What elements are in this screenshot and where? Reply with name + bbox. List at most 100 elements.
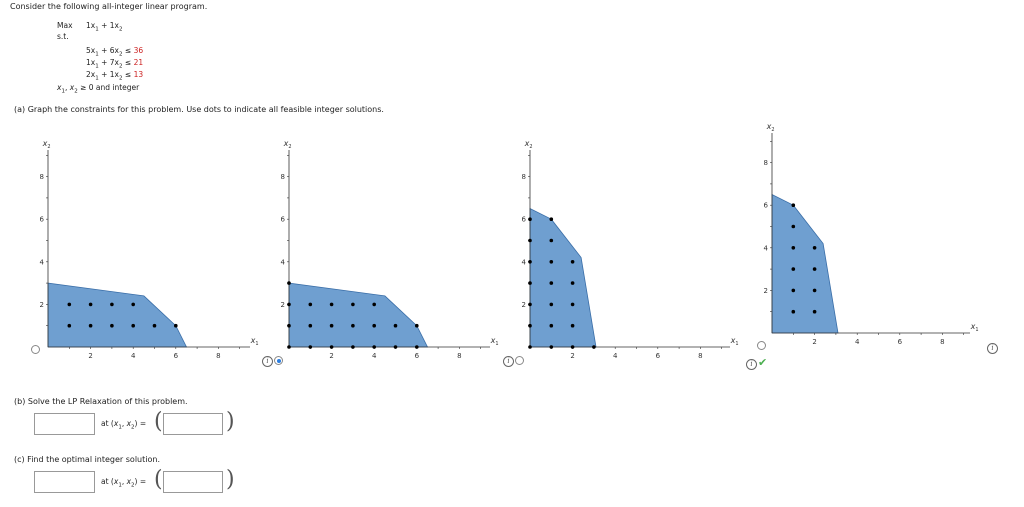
integer-point: [110, 323, 114, 328]
intro-text: Consider the following all-integer linea…: [10, 2, 208, 11]
integer-objective-input[interactable]: [34, 471, 95, 493]
info-icon[interactable]: i: [503, 356, 514, 367]
integer-point: [791, 309, 796, 314]
x-axis-label-sub: 1: [495, 341, 498, 347]
integer-point: [110, 302, 114, 307]
y-tick-label: 6: [764, 202, 769, 210]
integer-point: [549, 323, 554, 328]
y-axis-label: x: [283, 139, 289, 148]
integer-point: [812, 246, 817, 250]
x-tick-label: 8: [216, 352, 220, 360]
objective: 1x1 + 1x2: [86, 21, 123, 33]
radio-graph-2[interactable]: [274, 356, 283, 365]
info-icon[interactable]: i: [262, 356, 273, 367]
radio-graph-4[interactable]: [757, 341, 766, 350]
integer-point: [528, 260, 532, 264]
integer-point: [415, 345, 419, 349]
max-label: Max: [57, 21, 73, 30]
integer-point: [67, 323, 72, 328]
x-tick-label: 4: [855, 338, 860, 346]
y-axis-label: x: [524, 139, 530, 148]
y-tick-label: 8: [522, 173, 526, 181]
integer-point: [812, 288, 817, 293]
integer-point: [329, 302, 334, 307]
y-axis-label-sub: 2: [529, 144, 532, 150]
integer-point: [549, 217, 554, 221]
integer-point: [791, 246, 796, 250]
integer-point: [393, 345, 398, 349]
integer-point: [287, 302, 291, 307]
y-tick-label: 2: [40, 301, 44, 309]
integer-point: [549, 345, 554, 349]
integer-point: [372, 302, 377, 307]
part-c-label: (c) Find the optimal integer solution.: [14, 455, 160, 464]
integer-point: [528, 217, 532, 221]
integer-point: [308, 323, 313, 328]
lp-objective-input[interactable]: [34, 413, 95, 435]
integer-point: [528, 323, 532, 328]
right-paren: ): [226, 467, 235, 492]
integer-point: [528, 238, 532, 243]
x-tick-label: 8: [457, 352, 461, 360]
integer-point: [308, 302, 313, 307]
integer-point: [351, 302, 355, 307]
y-tick-label: 6: [40, 216, 45, 224]
y-axis-label-sub: 2: [47, 144, 50, 150]
integer-point: [88, 302, 93, 307]
integer-point: [791, 224, 796, 229]
integer-point: [549, 281, 554, 285]
radio-graph-1[interactable]: [31, 345, 40, 354]
integer-point: [131, 323, 135, 328]
integer-point: [570, 323, 575, 328]
integer-point: [812, 309, 817, 314]
integer-point: [812, 267, 817, 271]
feasible-region: [288, 282, 429, 348]
lp-solution-input[interactable]: [163, 413, 223, 435]
radio-graph-3[interactable]: [515, 356, 524, 365]
integer-point: [570, 302, 575, 307]
st-label: s.t.: [57, 32, 69, 41]
integer-point: [393, 323, 398, 328]
integer-point: [549, 302, 554, 307]
integer-point: [88, 323, 93, 328]
integer-point: [592, 345, 596, 349]
integer-solution-input[interactable]: [163, 471, 223, 493]
y-tick-label: 8: [281, 173, 285, 181]
x-tick-label: 6: [898, 338, 903, 346]
constraint-3: 2x1 + 1x2 ≤ 13: [86, 70, 144, 82]
integer-point: [415, 323, 419, 328]
x-tick-label: 4: [613, 352, 618, 360]
x-tick-label: 2: [570, 352, 574, 360]
integer-point: [528, 345, 532, 349]
nonneg-constraint: x1, x2 ≥ 0 and integer: [57, 83, 140, 95]
integer-point: [174, 323, 178, 328]
integer-point: [287, 323, 291, 328]
integer-point: [791, 203, 796, 207]
integer-point: [152, 323, 157, 328]
y-tick-label: 8: [764, 159, 768, 167]
integer-point: [372, 345, 377, 349]
info-icon[interactable]: i: [746, 359, 757, 370]
constraint-1: 5x1 + 6x2 ≤ 36: [86, 46, 144, 58]
constraint-2: 1x1 + 7x2 ≤ 21: [86, 58, 144, 70]
part-a-label: (a) Graph the constraints for this probl…: [14, 105, 384, 114]
x-tick-label: 2: [812, 338, 816, 346]
integer-point: [67, 302, 72, 307]
info-icon[interactable]: i: [987, 343, 998, 354]
x-axis-label-sub: 1: [975, 327, 978, 333]
x-tick-label: 6: [174, 352, 179, 360]
feasible-region: [529, 207, 597, 348]
left-paren: (: [154, 409, 163, 434]
y-tick-label: 6: [281, 216, 286, 224]
integer-point: [570, 345, 575, 349]
part-b-label: (b) Solve the LP Relaxation of this prob…: [14, 397, 188, 406]
integer-point: [308, 345, 313, 349]
x-axis-label: x: [730, 336, 736, 345]
x-tick-label: 4: [131, 352, 136, 360]
feasible-region: [47, 282, 188, 348]
